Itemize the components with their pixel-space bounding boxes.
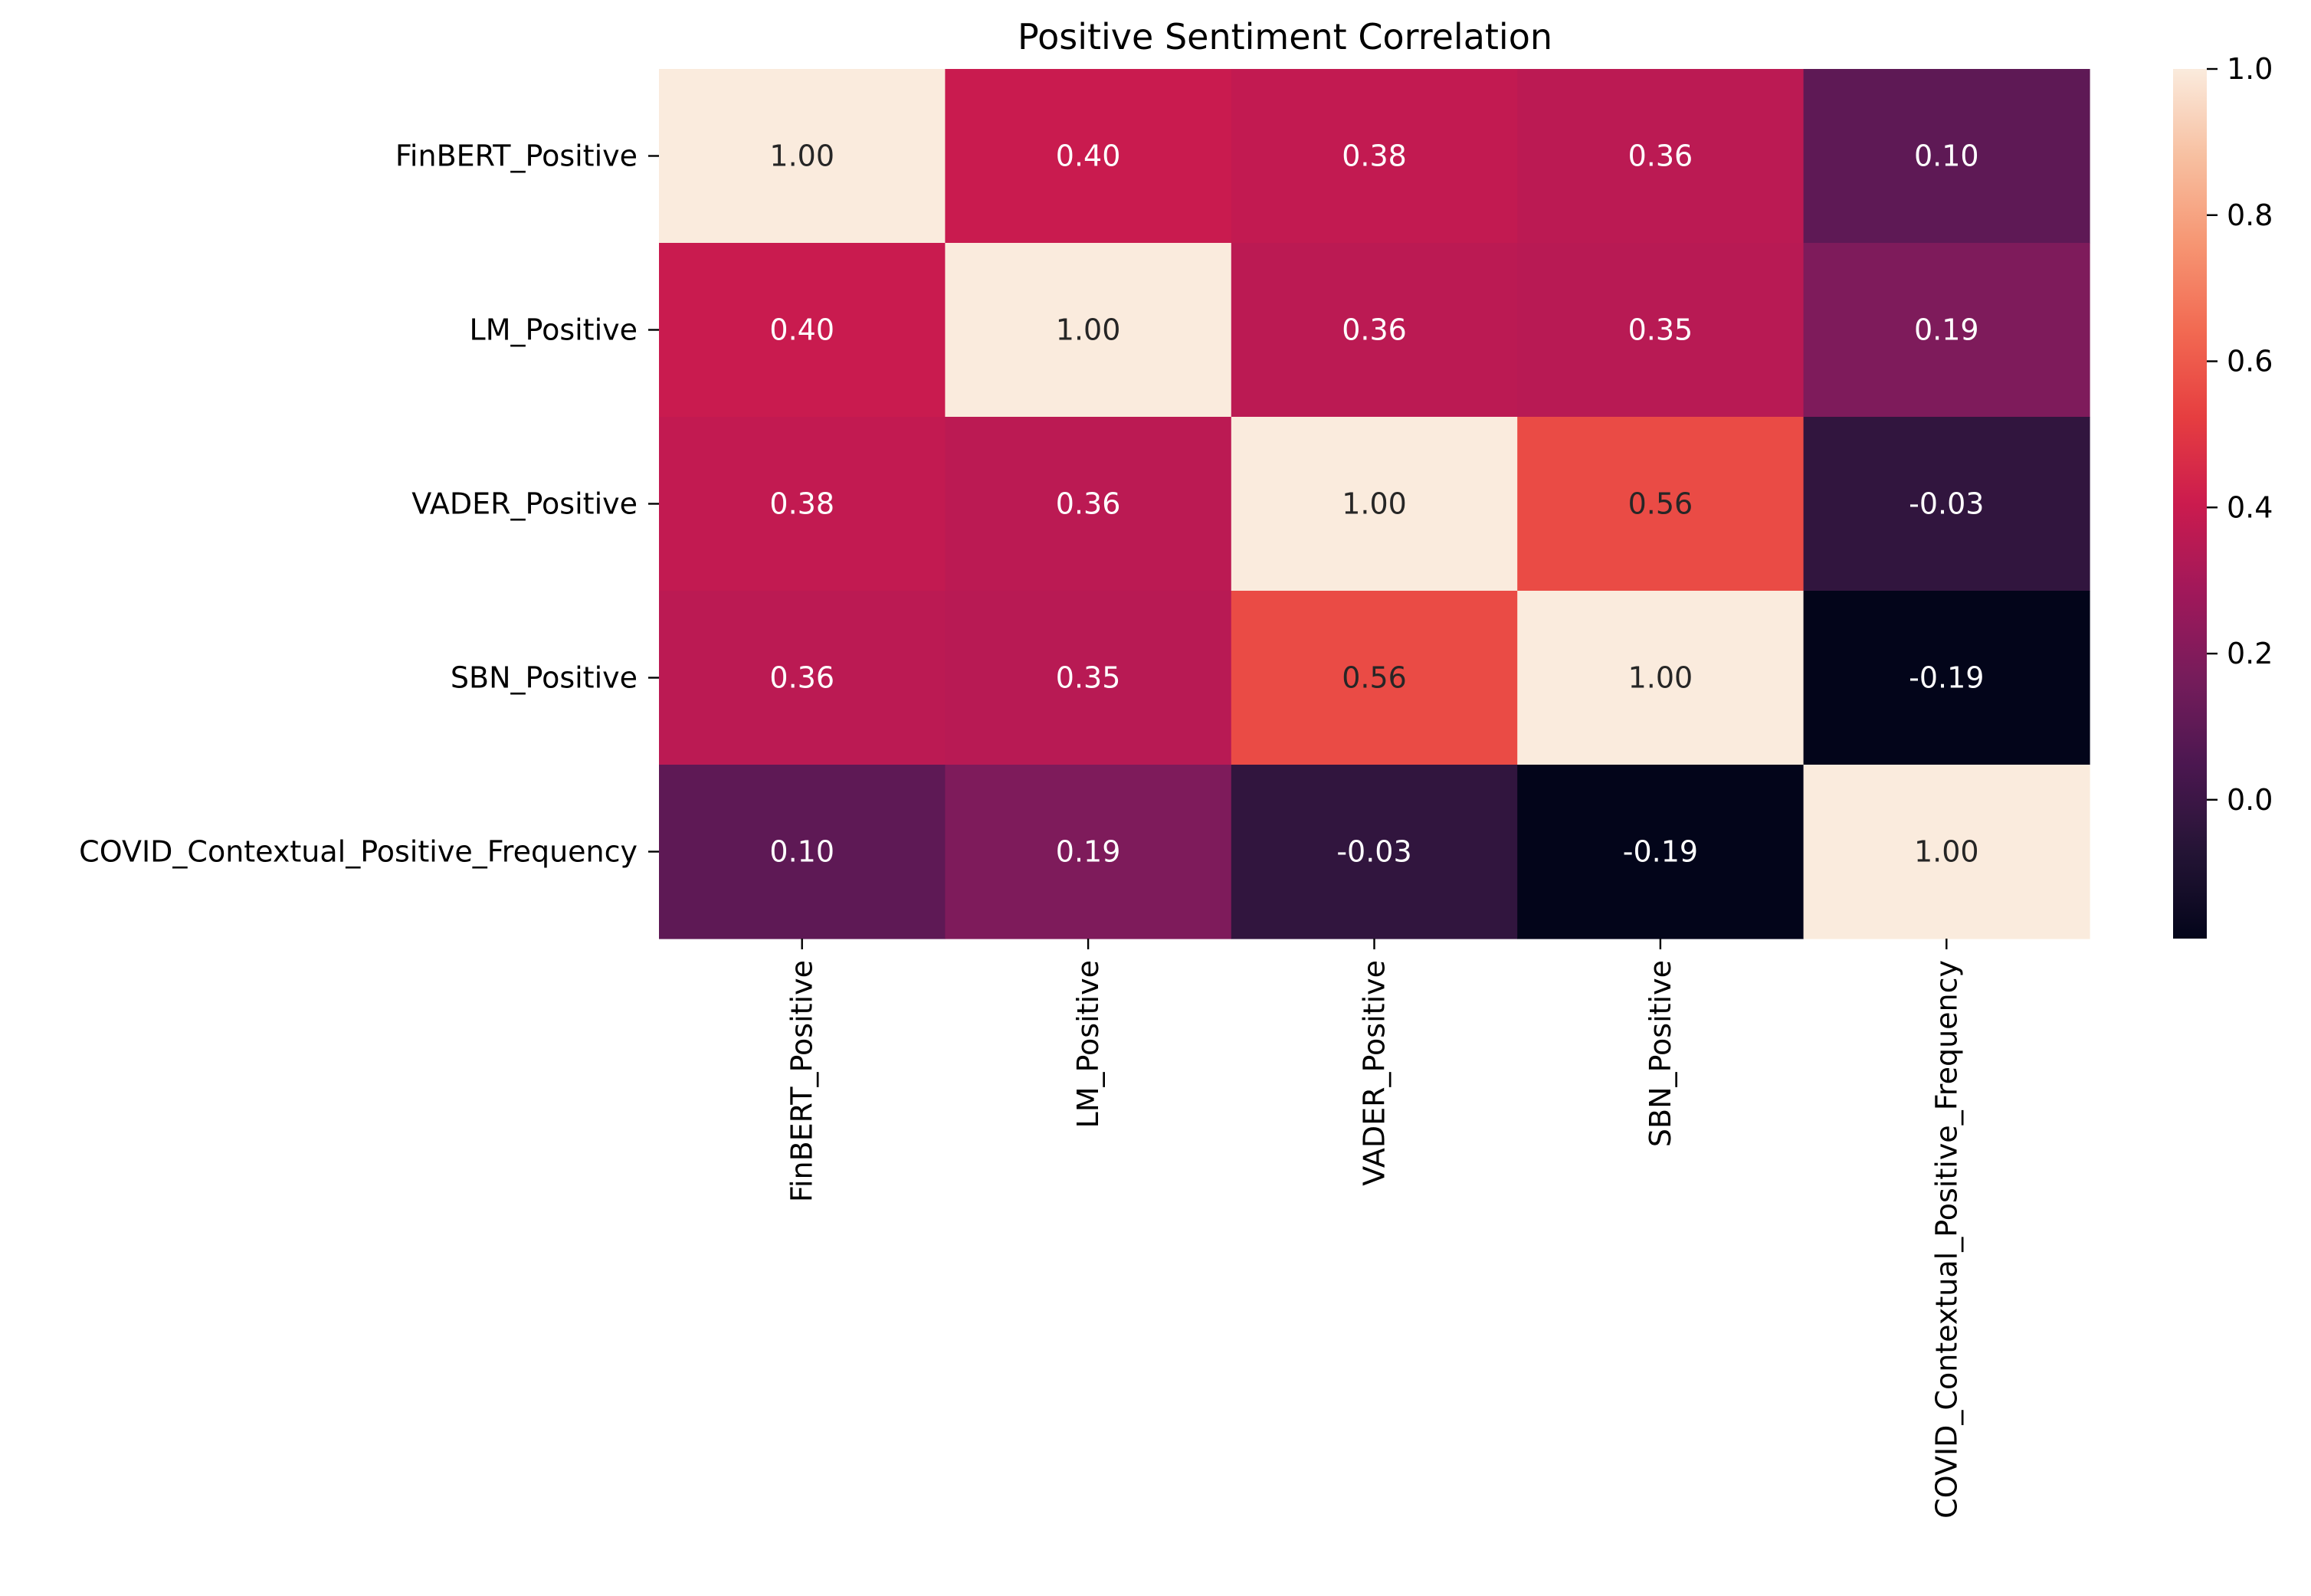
cell-label-r1-c4: 0.19 (1914, 313, 1979, 347)
heatmap-cell-r2-c1 (945, 417, 1232, 592)
cell-label-r4-c3: -0.19 (1623, 835, 1698, 869)
heatmap-cell-r0-c0 (659, 69, 946, 244)
x-tick-label: FinBERT_Positive (785, 960, 819, 1202)
y-tick-label: VADER_Positive (411, 487, 638, 521)
heatmap-cell-r4-c0 (659, 765, 946, 939)
heatmap-cell-r1-c1 (945, 243, 1232, 418)
cell-label-r1-c1: 1.00 (1056, 313, 1121, 347)
colorbar-tick-label: 0.2 (2227, 637, 2273, 670)
heatmap-cell-r3-c0 (659, 591, 946, 765)
cell-label-r3-c4: -0.19 (1909, 661, 1984, 695)
cell-label-r3-c0: 0.36 (769, 661, 834, 695)
colorbar-gradient (2173, 69, 2207, 939)
x-tick-label: VADER_Positive (1358, 960, 1392, 1186)
heatmap-cell-r1-c3 (1517, 243, 1805, 418)
cell-label-r2-c4: -0.03 (1909, 487, 1984, 521)
x-tick-label: LM_Positive (1071, 960, 1105, 1128)
cell-label-r2-c3: 0.56 (1628, 487, 1693, 521)
heatmap-cell-r0-c1 (945, 69, 1232, 244)
heatmap-cell-r2-c0 (659, 417, 946, 592)
cell-label-r1-c0: 0.40 (769, 313, 834, 347)
colorbar-tick-label: 0.4 (2227, 490, 2273, 524)
heatmap-cell-r1-c2 (1231, 243, 1518, 418)
colorbar-tick-label: 0.8 (2227, 198, 2273, 232)
heatmap-cell-r3-c1 (945, 591, 1232, 765)
heatmap-cell-r4-c2 (1231, 765, 1518, 939)
heatmap-cell-r0-c3 (1517, 69, 1805, 244)
cell-label-r1-c3: 0.35 (1628, 313, 1693, 347)
cell-label-r0-c0: 1.00 (769, 139, 834, 173)
cell-label-r2-c1: 0.36 (1056, 487, 1121, 521)
heatmap-cell-r2-c3 (1517, 417, 1805, 592)
heatmap-cells (659, 69, 2090, 939)
cell-label-r0-c4: 0.10 (1914, 139, 1979, 173)
heatmap-cell-r2-c4 (1803, 417, 2090, 592)
colorbar-tick-label: 0.6 (2227, 345, 2273, 379)
cell-label-r3-c2: 0.56 (1342, 661, 1407, 695)
heatmap-cell-r0-c2 (1231, 69, 1518, 244)
colorbar-tick-label: 1.0 (2227, 52, 2273, 86)
x-axis: FinBERT_Positive LM_Positive VADER_Positiv… (785, 939, 1963, 1519)
y-tick-label: SBN_Positive (451, 661, 638, 695)
y-tick-label: COVID_Contextual_Positive_Frequency (79, 835, 638, 869)
y-tick-label: LM_Positive (470, 313, 638, 347)
heatmap-cell-r1-c0 (659, 243, 946, 418)
heatmap-cell-r3-c3 (1517, 591, 1805, 765)
cell-label-r2-c2: 1.00 (1342, 487, 1407, 521)
heatmap-cell-r3-c2 (1231, 591, 1518, 765)
heatmap-cell-r0-c4 (1803, 69, 2090, 244)
cell-label-r3-c3: 1.00 (1628, 661, 1693, 695)
x-tick-label: SBN_Positive (1644, 960, 1677, 1147)
cell-label-r1-c2: 0.36 (1342, 313, 1407, 347)
cell-label-r4-c2: -0.03 (1336, 835, 1411, 869)
cell-label-r2-c0: 0.38 (769, 487, 834, 521)
heatmap-cell-r4-c1 (945, 765, 1232, 939)
cell-label-r4-c0: 0.10 (769, 835, 834, 869)
x-tick-label: COVID_Contextual_Positive_Frequency (1929, 960, 1963, 1519)
heatmap-cell-r3-c4 (1803, 591, 2090, 765)
heatmap-cell-r4-c3 (1517, 765, 1805, 939)
heatmap-cell-r1-c4 (1803, 243, 2090, 418)
heatmap-cell-labels: 1.00 0.40 0.38 0.36 0.10 0.40 1.00 0.36 0.35 0.19… (769, 139, 1984, 869)
cell-label-r4-c4: 1.00 (1914, 835, 1979, 869)
cell-label-r4-c1: 0.19 (1056, 835, 1121, 869)
cell-label-r0-c1: 0.40 (1056, 139, 1121, 173)
y-axis: FinBERT_Positive LM_Positive VADER_Positiv… (79, 139, 659, 869)
y-tick-label: FinBERT_Positive (395, 139, 638, 173)
chart-title: Positive Sentiment Correlation (1018, 16, 1552, 57)
heatmap-cell-r2-c2 (1231, 417, 1518, 592)
cell-label-r3-c1: 0.35 (1056, 661, 1121, 695)
colorbar-tick-label: 0.0 (2227, 783, 2273, 817)
colorbar: 0.0 0.2 0.4 0.6 0.8 1.0 (2173, 52, 2273, 939)
heatmap-cell-r4-c4 (1803, 765, 2090, 939)
cell-label-r0-c2: 0.38 (1342, 139, 1407, 173)
cell-label-r0-c3: 0.36 (1628, 139, 1693, 173)
